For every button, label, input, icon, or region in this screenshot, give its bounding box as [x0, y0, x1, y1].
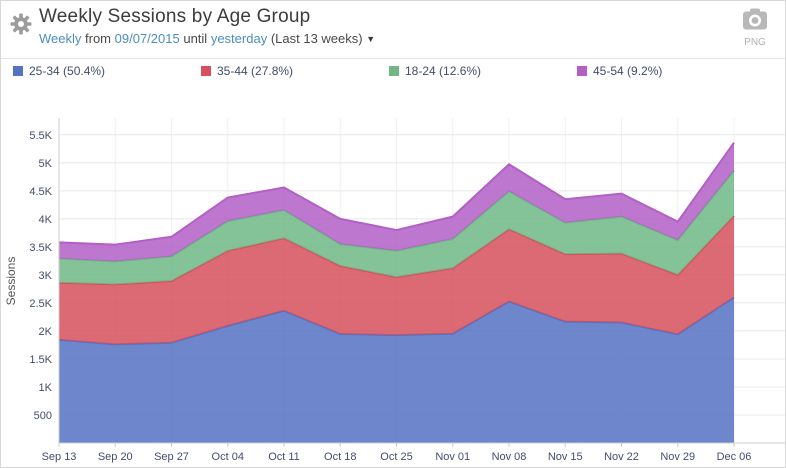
settings-gear-icon[interactable] [9, 12, 33, 36]
x-tick-label: Dec 06 [717, 451, 752, 463]
chart-canvas[interactable]: Sep 13 Sep 20 Sep 27 Oct 04 Oct 11 Oct 18 Oct … [1, 101, 786, 468]
legend-item-18-24[interactable]: 18-24 (12.6%) [389, 64, 577, 78]
x-tick-label: Nov 15 [548, 451, 583, 463]
subtitle-from-word: from [85, 31, 112, 46]
y-tick-label: 4K [39, 214, 53, 226]
widget-title: Weekly Sessions by Age Group [39, 6, 311, 27]
x-tick-label: Sep 13 [42, 451, 77, 463]
area-series-25-34 (50.4%)[interactable] [59, 297, 734, 443]
subtitle-range-note: (Last 13 weeks) [270, 31, 363, 46]
chart-legend: 25-34 (50.4%) 35-44 (27.8%) 18-24 (12.6%… [13, 64, 785, 78]
legend-label-35-44: 35-44 (27.8%) [217, 64, 294, 78]
legend-swatch-18-24 [389, 66, 399, 76]
y-tick-label: 3K [39, 270, 53, 282]
x-tick-label: Nov 22 [604, 451, 639, 463]
x-tick-label: Sep 27 [154, 451, 189, 463]
legend-item-45-54[interactable]: 45-54 (9.2%) [577, 64, 765, 78]
y-tick-label: 3.5K [29, 242, 52, 254]
area-series-35-44 (27.8%)[interactable] [59, 215, 734, 345]
export-format-label: PNG [744, 37, 766, 48]
widget-subtitle: Weekly from 09/07/2015 until yesterday (… [39, 31, 375, 46]
y-tick-label: 2K [39, 326, 53, 338]
camera-icon [740, 8, 770, 36]
x-tick-label: Nov 08 [492, 451, 527, 463]
series-line-45-54 (9.2%) [58, 142, 735, 246]
y-tick-label: 4.5K [29, 186, 52, 198]
export-png-button[interactable]: PNG [735, 8, 775, 48]
frequency-link[interactable]: Weekly [39, 31, 82, 46]
header-separator [1, 58, 785, 59]
legend-label-18-24: 18-24 (12.6%) [405, 64, 482, 78]
y-axis-title: Sessions [4, 257, 18, 306]
legend-swatch-35-44 [201, 66, 211, 76]
area-series-18-24 (12.6%)[interactable] [59, 170, 734, 285]
x-tick-label: Oct 25 [380, 451, 412, 463]
x-tick-label: Nov 29 [660, 451, 695, 463]
legend-swatch-45-54 [577, 66, 587, 76]
dropdown-caret-icon[interactable]: ▼ [366, 34, 376, 44]
header-titles: Weekly Sessions by Age Group Weekly from… [39, 6, 375, 46]
y-tick-label: 1K [39, 382, 53, 394]
x-tick-label: Nov 01 [435, 451, 470, 463]
subtitle-until-word: until [183, 31, 208, 46]
x-tick-label: Sep 20 [98, 451, 133, 463]
y-tick-label: 500 [34, 410, 52, 422]
legend-item-25-34[interactable]: 25-34 (50.4%) [13, 64, 201, 78]
start-date-link[interactable]: 09/07/2015 [114, 31, 180, 46]
y-tick-label: 5.5K [29, 130, 52, 142]
area-series-45-54 (9.2%)[interactable] [59, 142, 734, 262]
x-tick-label: Oct 04 [212, 451, 244, 463]
y-tick-label: 5K [39, 158, 53, 170]
legend-item-35-44[interactable]: 35-44 (27.8%) [201, 64, 389, 78]
end-date-link[interactable]: yesterday [210, 31, 268, 46]
x-tick-label: Oct 18 [324, 451, 356, 463]
y-tick-label: 1.5K [29, 354, 52, 366]
legend-swatch-25-34 [13, 66, 23, 76]
legend-label-25-34: 25-34 (50.4%) [29, 64, 106, 78]
legend-label-45-54: 45-54 (9.2%) [593, 64, 663, 78]
x-tick-label: Oct 11 [268, 451, 300, 463]
y-tick-label: 2.5K [29, 298, 52, 310]
